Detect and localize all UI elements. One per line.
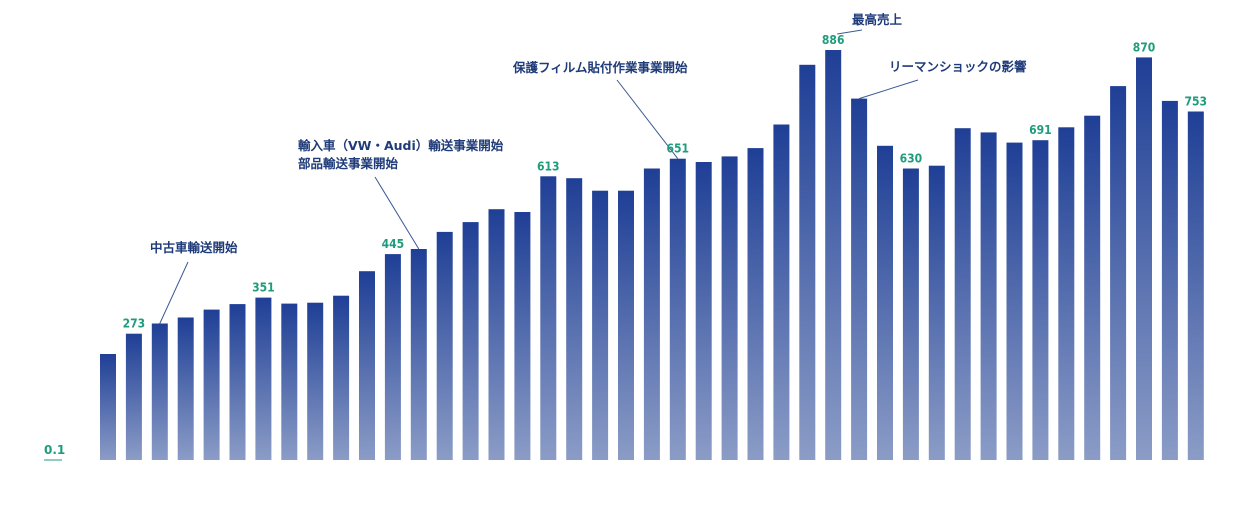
bar (281, 303, 298, 460)
bar (592, 190, 609, 460)
annotation-leader-line (374, 176, 420, 250)
data-label: 753 (1185, 95, 1208, 109)
bar (851, 98, 868, 460)
bar (1110, 86, 1127, 460)
bar (1161, 100, 1178, 461)
bar (954, 128, 971, 460)
bar (177, 317, 194, 460)
data-label: 445 (382, 237, 405, 251)
bar (1187, 111, 1204, 460)
bar (773, 124, 790, 460)
bar (229, 304, 246, 460)
data-label: 886 (822, 33, 845, 47)
data-labels-layer: 273 351 445 613 651 886 630 691 870 753 (123, 33, 1207, 331)
data-label: 273 (123, 317, 146, 331)
annotation-leader-line (159, 261, 189, 324)
bar (203, 309, 220, 460)
bar (1032, 140, 1049, 460)
bar (669, 158, 686, 460)
bar (1136, 57, 1152, 461)
bar (151, 323, 168, 460)
bar (643, 168, 660, 460)
data-label: 630 (900, 152, 923, 166)
bar (514, 212, 531, 460)
bar (721, 156, 738, 460)
bar (747, 148, 764, 460)
bar (1058, 127, 1075, 461)
annotation-leader-line (858, 79, 919, 100)
annotation-leader-line (837, 29, 863, 35)
bar (825, 50, 842, 460)
bar (359, 271, 375, 460)
bar (695, 162, 712, 460)
bar (100, 354, 116, 460)
annotation-text: 保護フィルム貼付作業事業開始 (512, 60, 688, 75)
annotation-leader-line (616, 79, 679, 160)
bar (980, 132, 997, 460)
bar (1006, 142, 1023, 460)
bar (410, 249, 427, 460)
data-label: 613 (537, 159, 560, 173)
axis-start-label: 0.1 (44, 443, 65, 457)
annotation-text: 最高売上 (852, 12, 903, 27)
bar (384, 254, 401, 460)
bar (540, 176, 557, 461)
data-label: 651 (667, 142, 690, 156)
bar (333, 295, 350, 460)
annotation-leaders (159, 29, 919, 324)
bar (877, 145, 893, 461)
bar (799, 64, 816, 461)
bar (488, 209, 505, 460)
bar (566, 178, 583, 460)
annotation-text: 中古車輸送開始 (150, 240, 238, 255)
bars-layer (100, 50, 1204, 461)
data-label: 691 (1029, 123, 1052, 137)
bar (307, 302, 324, 460)
data-label: 351 (252, 281, 275, 295)
bar (255, 297, 272, 460)
bar (928, 165, 945, 460)
bar (902, 168, 919, 460)
annotation-text: 輸入車（VW・Audi）輸送事業開始 (298, 138, 504, 153)
bar (618, 190, 634, 460)
bar (462, 222, 479, 460)
annotation-text: リーマンショックの影響 (889, 59, 1027, 74)
bar (436, 231, 453, 460)
bar (1084, 115, 1101, 460)
annotation-text: 部品輸送事業開始 (298, 156, 399, 171)
data-label: 870 (1133, 40, 1156, 54)
bar (125, 333, 142, 460)
